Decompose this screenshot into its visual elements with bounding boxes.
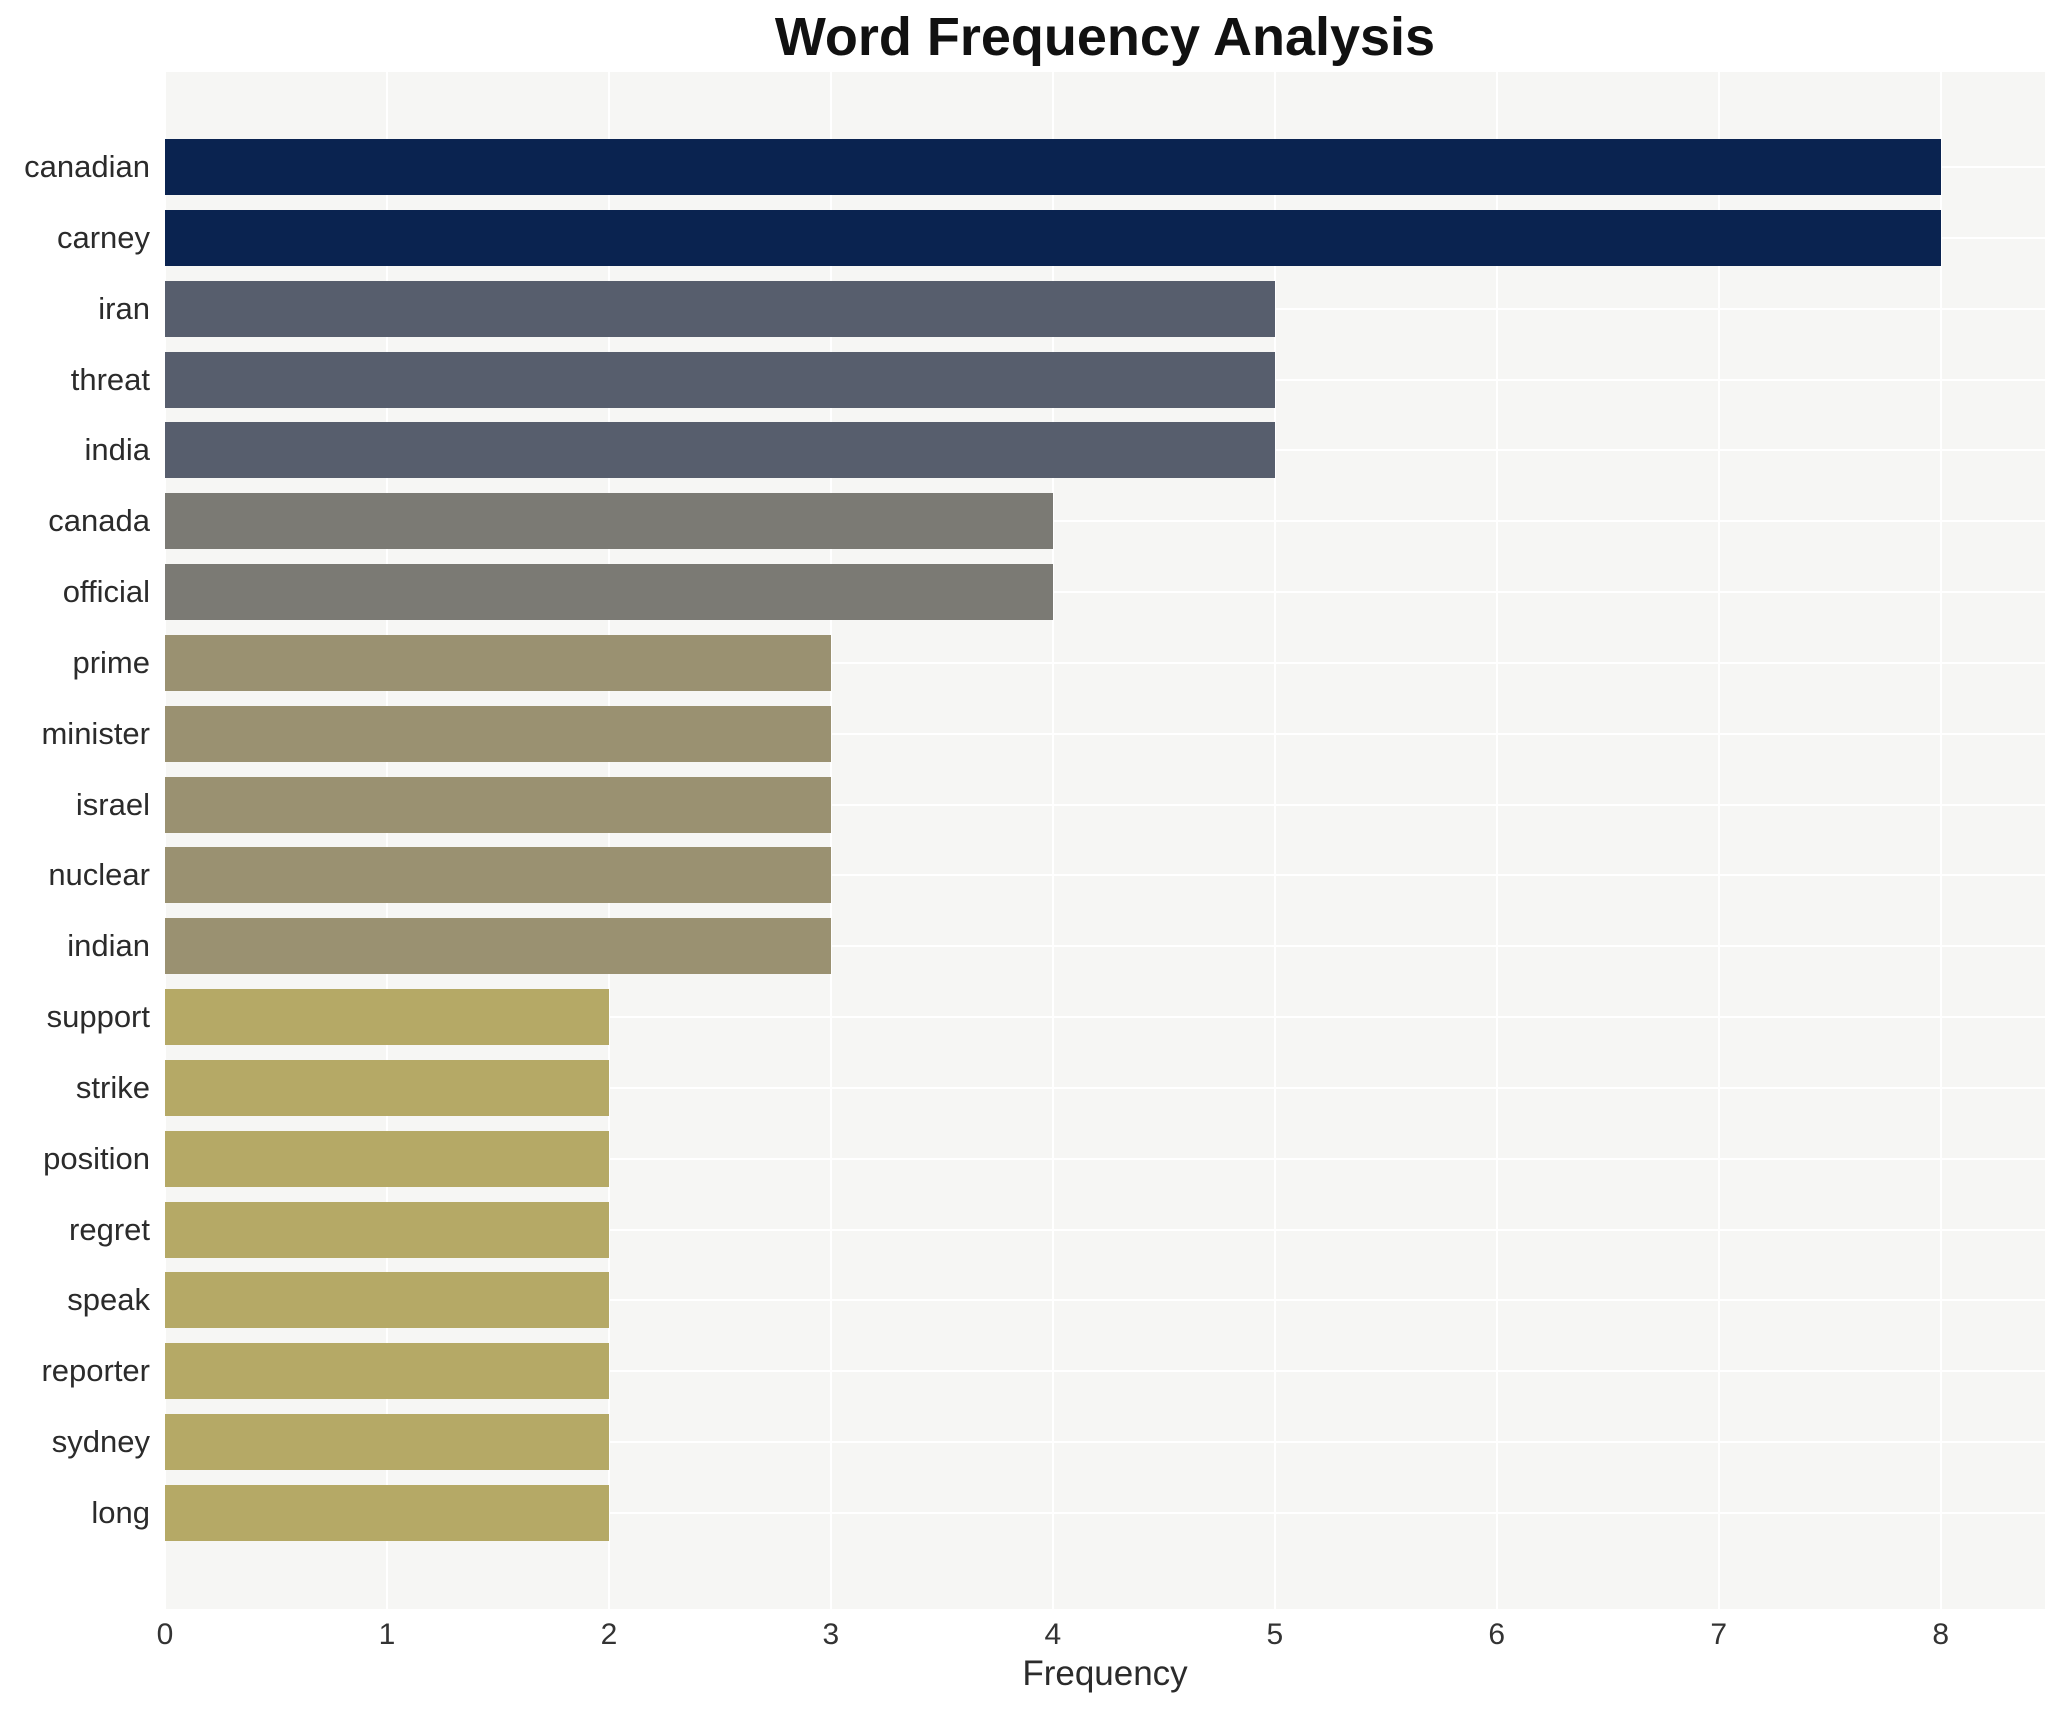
grid-line-horizontal [165, 1370, 2045, 1373]
y-tick-label: long [91, 1495, 150, 1530]
y-tick-label: support [46, 999, 150, 1035]
y-tick-label: canada [48, 503, 150, 539]
x-tick-label: 1 [378, 1618, 396, 1651]
y-tick-label: nuclear [48, 857, 150, 893]
y-tick-label: iran [98, 290, 150, 326]
bar-strike [165, 1060, 609, 1116]
grid-line-horizontal [165, 1086, 2045, 1089]
bar-israel [165, 777, 831, 833]
grid-line-vertical [829, 72, 832, 1609]
chart-title: Word Frequency Analysis [774, 7, 1436, 67]
x-tick-label: 7 [1710, 1618, 1728, 1651]
bar-nuclear [165, 847, 831, 903]
grid-line-horizontal [165, 591, 2045, 594]
bar-minister [165, 706, 831, 762]
grid-line-horizontal [165, 1299, 2045, 1302]
bar-speak [165, 1272, 609, 1328]
grid-line-horizontal [165, 945, 2045, 948]
y-tick-label: prime [72, 644, 150, 680]
grid-line-horizontal [165, 732, 2045, 735]
x-tick-label: 8 [1932, 1618, 1950, 1651]
bar-india [165, 422, 1275, 478]
x-tick-label: 2 [600, 1618, 618, 1651]
y-tick-label: israel [75, 786, 150, 822]
x-tick-label: 0 [156, 1618, 174, 1651]
grid-line-horizontal [165, 803, 2045, 806]
bar-carney [165, 210, 1941, 266]
grid-line-horizontal [165, 520, 2045, 523]
y-tick-label: threat [70, 361, 150, 397]
x-tick-label: 3 [822, 1618, 840, 1651]
bar-threat [165, 352, 1275, 408]
y-tick-label: reporter [41, 1353, 150, 1389]
plot-area [165, 72, 2045, 1609]
bar-regret [165, 1202, 609, 1258]
x-axis-title: Frequency [1022, 1654, 1188, 1693]
y-tick-label: minister [41, 715, 150, 751]
y-tick-label: official [62, 574, 150, 610]
y-tick-label: position [43, 1140, 150, 1176]
grid-line-vertical [1273, 72, 1276, 1609]
x-tick-label: 4 [1044, 1618, 1062, 1651]
grid-line-horizontal [165, 1441, 2045, 1444]
grid-line-vertical [1495, 72, 1498, 1609]
bar-official [165, 564, 1053, 620]
bar-prime [165, 635, 831, 691]
bar-canadian [165, 139, 1941, 195]
bar-position [165, 1131, 609, 1187]
y-tick-label: speak [67, 1282, 150, 1318]
grid-line-vertical [1717, 72, 1720, 1609]
y-tick-label: indian [67, 928, 150, 964]
bar-indian [165, 918, 831, 974]
bar-canada [165, 493, 1053, 549]
bar-reporter [165, 1343, 609, 1399]
x-tick-label: 6 [1488, 1618, 1506, 1651]
y-tick-label: carney [56, 219, 150, 255]
grid-line-vertical [165, 72, 166, 1609]
bar-support [165, 989, 609, 1045]
grid-line-horizontal [165, 1157, 2045, 1160]
y-tick-label: regret [69, 1211, 150, 1247]
grid-line-vertical [1939, 72, 1942, 1609]
y-tick-label: india [84, 432, 151, 468]
grid-line-horizontal [165, 661, 2045, 664]
grid-line-vertical [607, 72, 610, 1609]
grid-line-horizontal [165, 1512, 2045, 1514]
grid-line-horizontal [165, 1016, 2045, 1019]
grid-line-vertical [1051, 72, 1054, 1609]
x-tick-label: 5 [1266, 1618, 1284, 1651]
y-tick-label: canadian [24, 149, 150, 184]
bar-iran [165, 281, 1275, 337]
bar-long [165, 1485, 609, 1541]
y-tick-label: strike [75, 1069, 150, 1105]
grid-line-horizontal [165, 1228, 2045, 1231]
y-tick-label: sydney [51, 1424, 150, 1460]
bar-sydney [165, 1414, 609, 1470]
grid-line-vertical [385, 72, 388, 1609]
grid-line-horizontal [165, 874, 2045, 877]
